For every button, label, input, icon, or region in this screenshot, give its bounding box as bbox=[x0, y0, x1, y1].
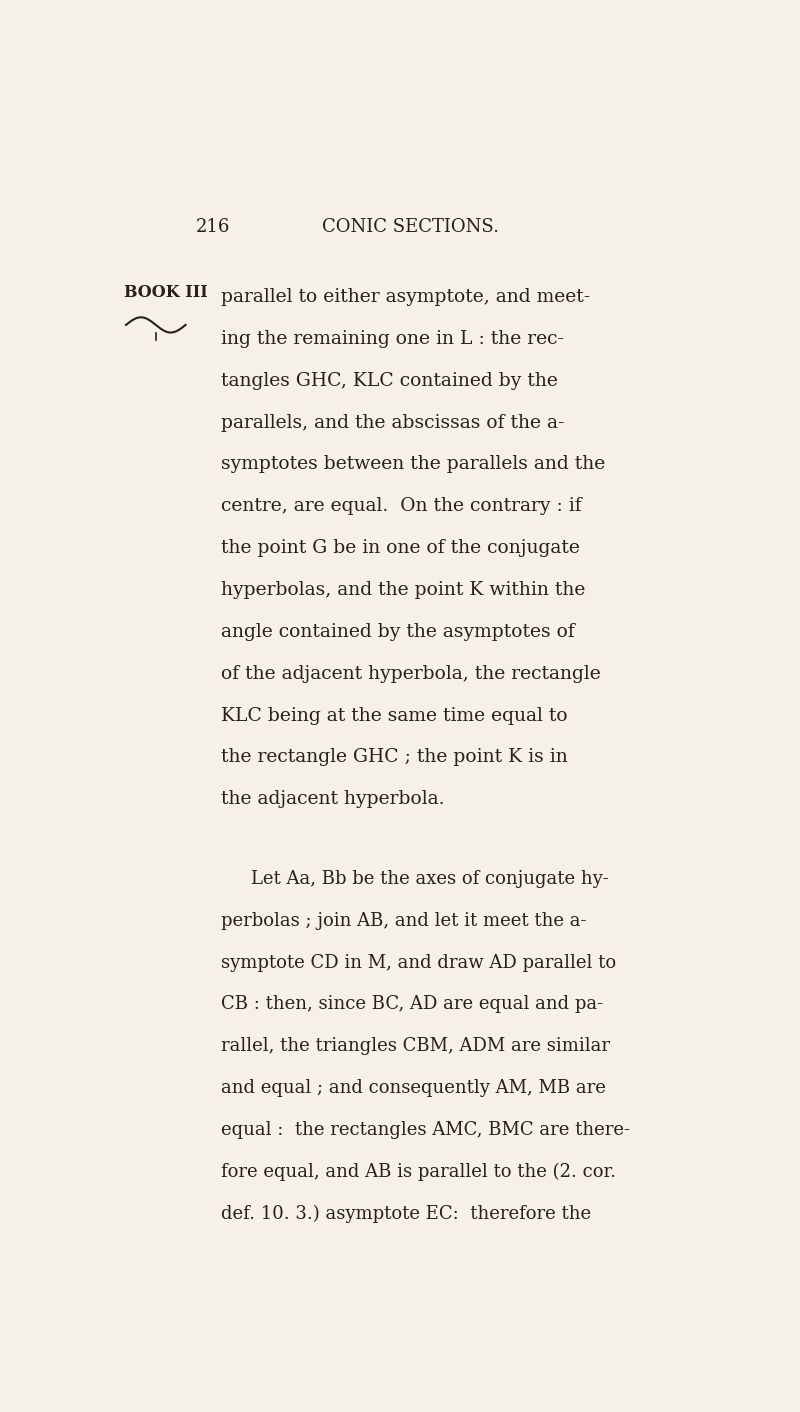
Text: centre, are equal.  On the contrary : if: centre, are equal. On the contrary : if bbox=[221, 497, 582, 515]
Text: ing the remaining one in L : the rec-: ing the remaining one in L : the rec- bbox=[221, 330, 564, 347]
Text: 216: 216 bbox=[196, 219, 230, 236]
Text: the rectangle GHC ; the point K is in: the rectangle GHC ; the point K is in bbox=[221, 748, 568, 767]
Text: def. 10. 3.) asymptote EC:  therefore the: def. 10. 3.) asymptote EC: therefore the bbox=[221, 1204, 591, 1223]
Text: parallel to either asymptote, and meet-: parallel to either asymptote, and meet- bbox=[221, 288, 590, 306]
Text: fore equal, and AB is parallel to the (2. cor.: fore equal, and AB is parallel to the (2… bbox=[221, 1163, 616, 1180]
Text: symptotes between the parallels and the: symptotes between the parallels and the bbox=[221, 456, 605, 473]
Text: BOOK III: BOOK III bbox=[123, 284, 207, 301]
Text: KLC being at the same time equal to: KLC being at the same time equal to bbox=[221, 706, 567, 724]
Text: and equal ; and consequently AM, MB are: and equal ; and consequently AM, MB are bbox=[221, 1079, 606, 1097]
Text: CONIC SECTIONS.: CONIC SECTIONS. bbox=[322, 219, 498, 236]
Text: angle contained by the asymptotes of: angle contained by the asymptotes of bbox=[221, 623, 574, 641]
Text: Let Aa, Bb be the axes of conjugate hy-: Let Aa, Bb be the axes of conjugate hy- bbox=[250, 870, 609, 888]
Text: equal :  the rectangles AMC, BMC are there-: equal : the rectangles AMC, BMC are ther… bbox=[221, 1121, 630, 1139]
Text: rallel, the triangles CBM, ADM are similar: rallel, the triangles CBM, ADM are simil… bbox=[221, 1038, 610, 1055]
Text: CB : then, since BC, AD are equal and pa-: CB : then, since BC, AD are equal and pa… bbox=[221, 995, 603, 1014]
Text: of the adjacent hyperbola, the rectangle: of the adjacent hyperbola, the rectangle bbox=[221, 665, 601, 682]
Text: hyperbolas, and the point K within the: hyperbolas, and the point K within the bbox=[221, 580, 586, 599]
Text: parallels, and the abscissas of the a-: parallels, and the abscissas of the a- bbox=[221, 414, 565, 432]
Text: the point G be in one of the conjugate: the point G be in one of the conjugate bbox=[221, 539, 580, 558]
Text: perbolas ; join AB, and let it meet the a-: perbolas ; join AB, and let it meet the … bbox=[221, 912, 586, 929]
Text: tangles GHC, KLC contained by the: tangles GHC, KLC contained by the bbox=[221, 371, 558, 390]
Text: symptote CD in M, and draw AD parallel to: symptote CD in M, and draw AD parallel t… bbox=[221, 953, 616, 971]
Text: the adjacent hyperbola.: the adjacent hyperbola. bbox=[221, 791, 445, 808]
